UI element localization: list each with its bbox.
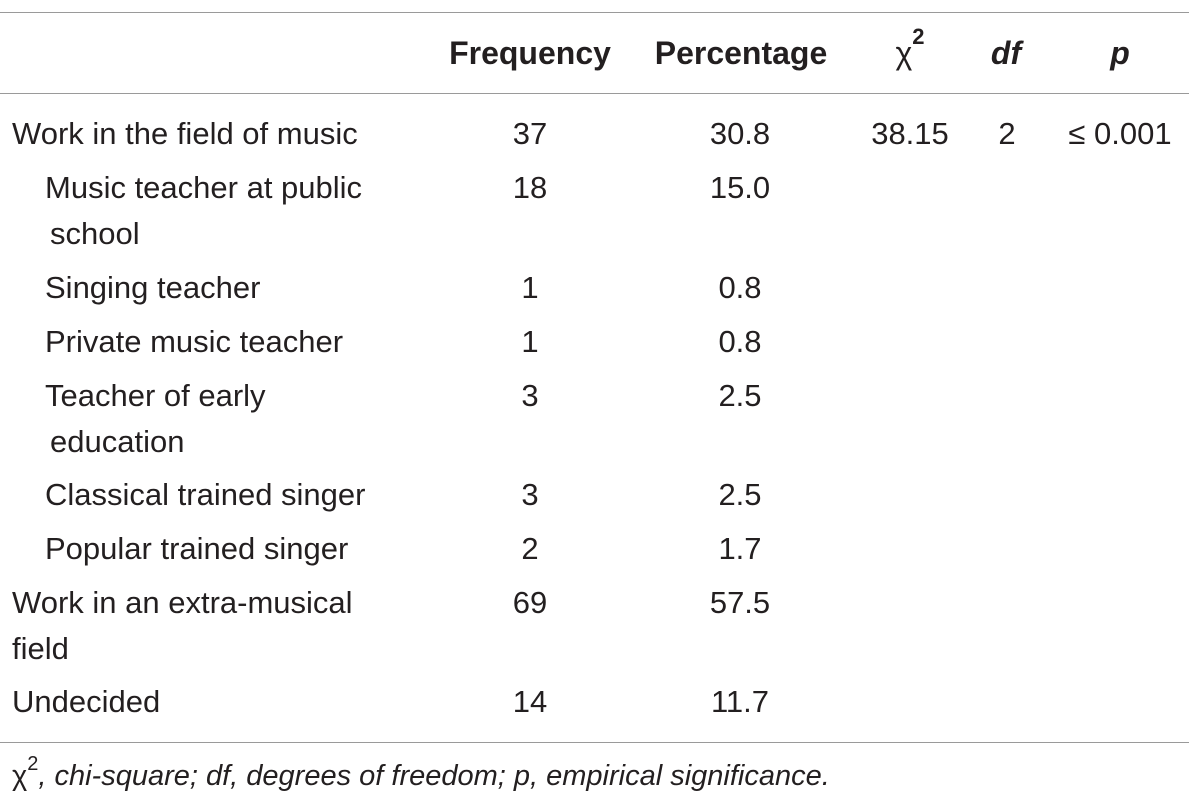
footnote-chi-superscript: 2 xyxy=(27,753,39,775)
row-label-line: Music teacher at public xyxy=(45,170,363,205)
row-label-line: Teacher of early xyxy=(45,378,266,413)
row-label: Undecided xyxy=(12,684,161,719)
footnote-text: , chi-square; df, degrees of freedom; p,… xyxy=(38,760,830,792)
chi-square-cell: 38.15 xyxy=(871,116,949,151)
row-label-line: school xyxy=(50,216,140,251)
row-label: Private music teacher xyxy=(45,324,344,359)
frequency-cell: 1 xyxy=(521,324,539,359)
row-label: Popular trained singer xyxy=(45,531,349,566)
table-top-rule xyxy=(0,12,1189,13)
percentage-cell: 11.7 xyxy=(710,684,770,719)
table-footnote: χ2, chi-square; df, degrees of freedom; … xyxy=(12,753,830,796)
frequency-cell: 18 xyxy=(512,170,548,205)
frequency-cell: 3 xyxy=(521,378,539,413)
percentage-cell: 57.5 xyxy=(709,585,771,620)
frequency-cell: 69 xyxy=(512,585,548,620)
percentage-cell: 2.5 xyxy=(718,477,762,512)
row-label: Classical trained singer xyxy=(45,477,366,512)
row-label-line: education xyxy=(50,424,185,459)
row-label: Singing teacher xyxy=(45,270,261,305)
frequency-cell: 37 xyxy=(512,116,548,151)
header-p: p xyxy=(1110,35,1130,71)
frequency-cell: 2 xyxy=(521,531,539,566)
percentage-cell: 0.8 xyxy=(718,324,762,359)
row-label: Teacher of early education xyxy=(45,373,405,465)
percentage-cell: 0.8 xyxy=(718,270,762,305)
row-label: Work in the field of music xyxy=(12,116,358,151)
percentage-cell: 15.0 xyxy=(709,170,771,205)
row-label: Work in an extra-musical field xyxy=(12,580,372,672)
p-cell: ≤ 0.001 xyxy=(1068,116,1172,151)
percentage-cell: 30.8 xyxy=(709,116,771,151)
frequency-cell: 14 xyxy=(512,684,548,719)
footnote-chi-symbol: χ xyxy=(12,760,28,792)
table-header-rule xyxy=(0,93,1189,94)
header-frequency: Frequency xyxy=(449,35,611,71)
header-percentage: Percentage xyxy=(654,35,828,71)
percentage-cell: 1.7 xyxy=(718,531,762,566)
row-label: Music teacher at public school xyxy=(45,165,405,257)
row-label-line: Work in an extra-musical xyxy=(12,585,353,620)
percentage-cell: 2.5 xyxy=(718,378,762,413)
frequency-cell: 3 xyxy=(521,477,539,512)
chi-symbol: χ xyxy=(895,35,913,71)
table-bottom-rule xyxy=(0,742,1189,743)
header-chi-square: χ2 xyxy=(870,26,950,76)
header-df: df xyxy=(990,35,1022,71)
frequency-cell: 1 xyxy=(521,270,539,305)
row-label-line: field xyxy=(12,631,69,666)
chi-superscript: 2 xyxy=(912,24,925,49)
df-cell: 2 xyxy=(998,116,1016,151)
